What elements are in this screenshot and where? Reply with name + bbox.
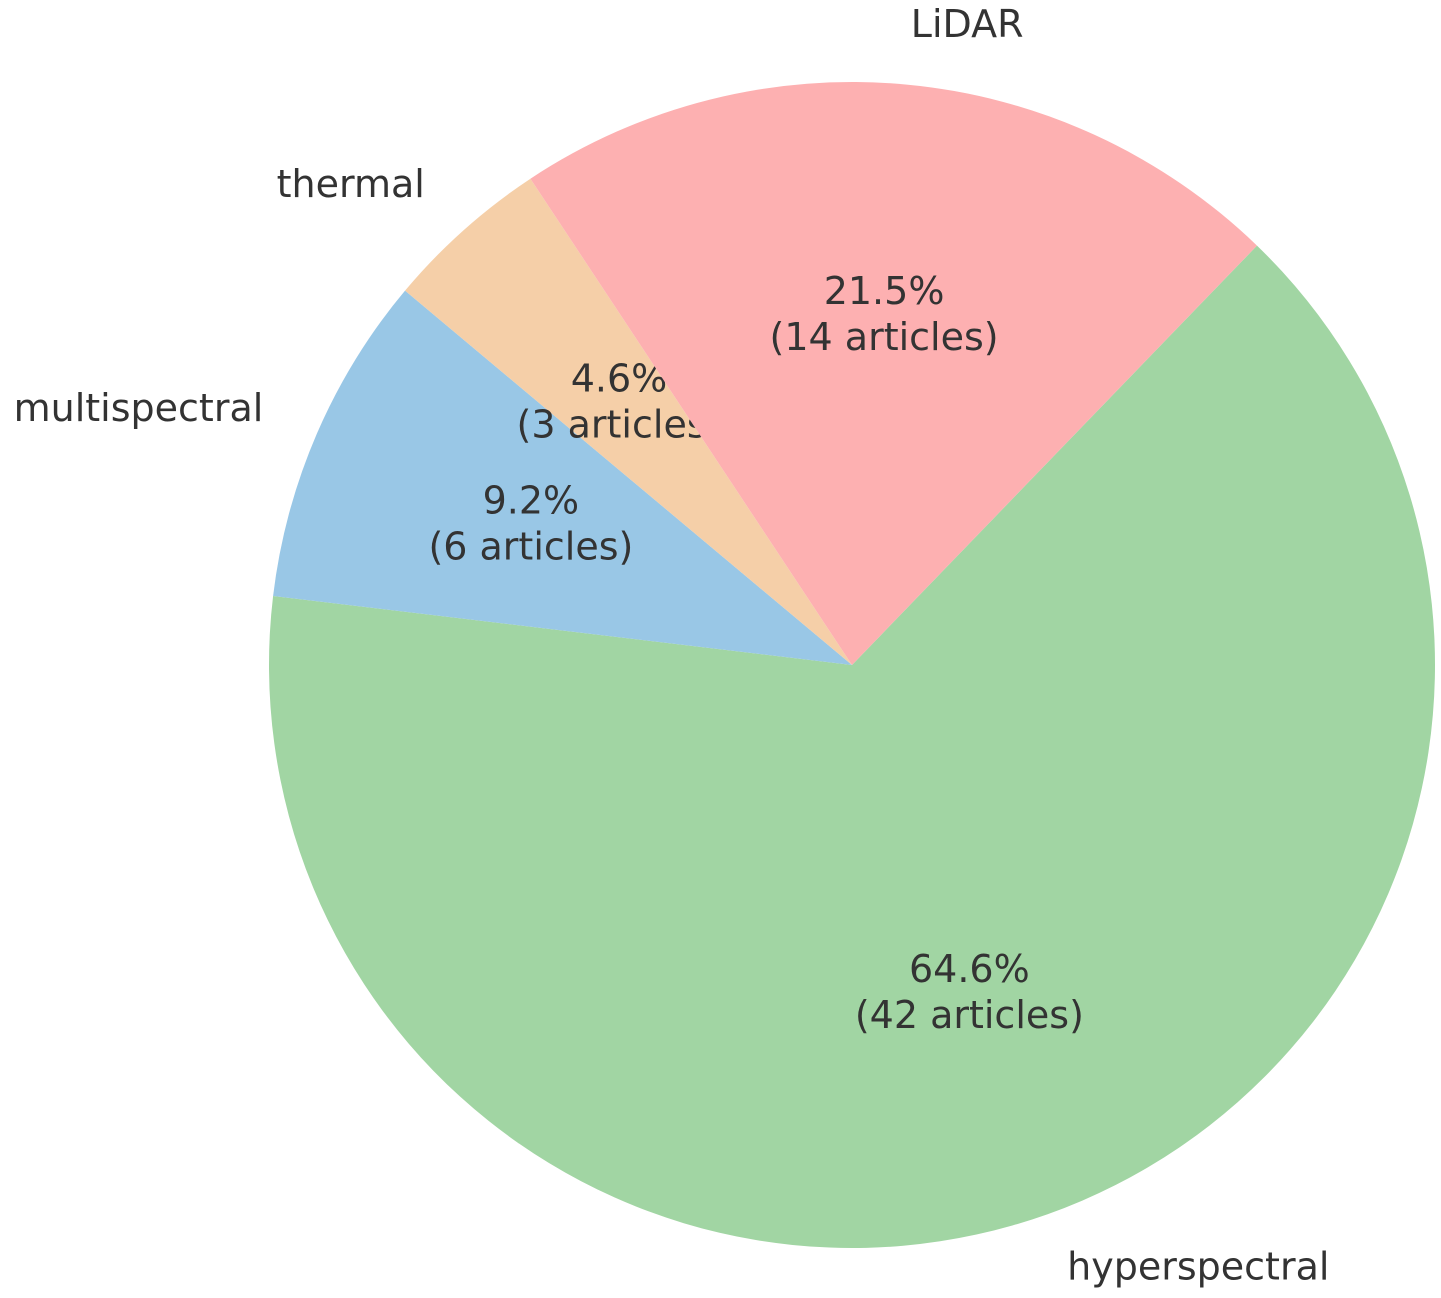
pie-slice (405, 178, 852, 665)
percent-label: 21.5% (824, 269, 945, 313)
pie-slice (530, 81, 1257, 666)
count-label: (14 articles) (770, 315, 999, 359)
slice-label: hyperspectral (1067, 1245, 1329, 1289)
percent-label: 4.6% (571, 357, 668, 401)
slice-label: LiDAR (911, 2, 1024, 46)
pie-slice (273, 290, 853, 665)
count-label: (42 articles) (855, 993, 1084, 1037)
percent-label: 9.2% (483, 479, 580, 523)
slice-label: multispectral (14, 386, 264, 430)
percent-label: 64.6% (909, 947, 1030, 991)
count-label: (6 articles) (428, 525, 633, 569)
pie-slice (269, 245, 1436, 1249)
slice-label: thermal (277, 162, 425, 206)
